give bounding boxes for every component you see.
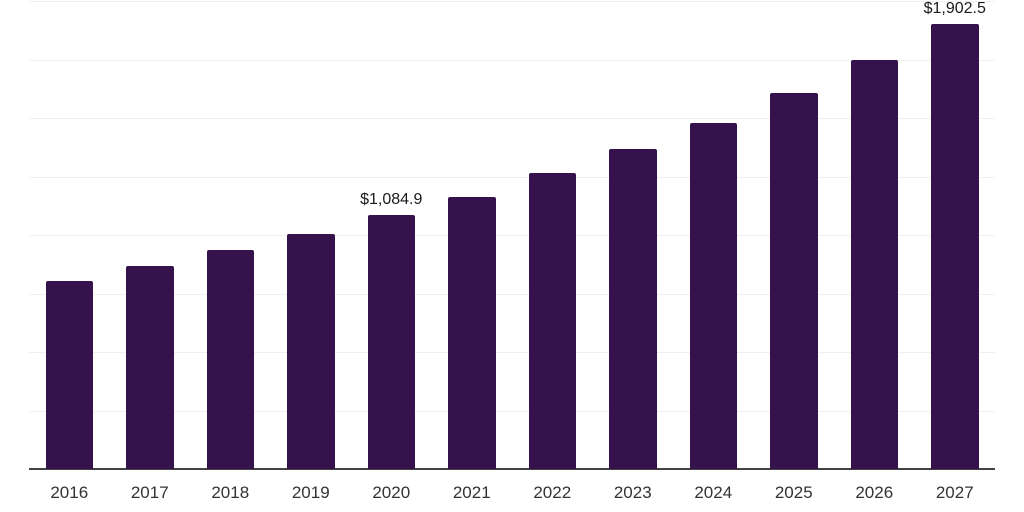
x-tick-label-2025: 2025 <box>774 483 813 502</box>
bar-value-label-2020: $1,084.9 <box>360 191 423 209</box>
gridline <box>29 176 995 178</box>
gridline <box>29 293 995 295</box>
x-tick-label-2018: 2018 <box>211 483 250 502</box>
plot-area: $1,084.9 $1,902.5 <box>29 0 995 470</box>
bar-2017 <box>126 266 174 469</box>
x-tick-label-2024: 2024 <box>694 483 733 502</box>
bar-2020 <box>367 215 415 469</box>
x-axis-line <box>29 468 995 470</box>
gridline <box>29 1 995 2</box>
x-axis-tick-labels: 2016 2017 2018 2019 2020 2021 2022 2023 2024 2025… <box>29 483 995 507</box>
bar-2016 <box>45 280 93 469</box>
gridline <box>29 118 995 119</box>
x-tick-label-2026: 2026 <box>855 483 894 502</box>
x-tick-label-2023: 2023 <box>613 483 652 502</box>
bar-value-label-2027: $1,902.5 <box>923 0 986 17</box>
bar-2025 <box>770 93 818 469</box>
bar-2027 <box>931 23 979 469</box>
gridline <box>29 59 995 61</box>
x-tick-label-2019: 2019 <box>291 483 330 502</box>
gridline <box>29 410 995 412</box>
bar-2018 <box>206 250 254 469</box>
x-tick-label-2017: 2017 <box>130 483 169 502</box>
bar-2022 <box>528 173 576 469</box>
x-tick-label-2016: 2016 <box>50 483 89 502</box>
bar-2026 <box>850 59 898 469</box>
x-tick-label-2020: 2020 <box>372 483 411 502</box>
x-tick-label-2027: 2027 <box>935 483 974 502</box>
bar-2023 <box>609 149 657 469</box>
bar-2024 <box>689 122 737 469</box>
bar-2021 <box>448 196 496 469</box>
gridline <box>29 352 995 353</box>
bar-2019 <box>287 233 335 469</box>
x-tick-label-2021: 2021 <box>452 483 491 502</box>
x-tick-label-2022: 2022 <box>533 483 572 502</box>
gridline <box>29 235 995 236</box>
